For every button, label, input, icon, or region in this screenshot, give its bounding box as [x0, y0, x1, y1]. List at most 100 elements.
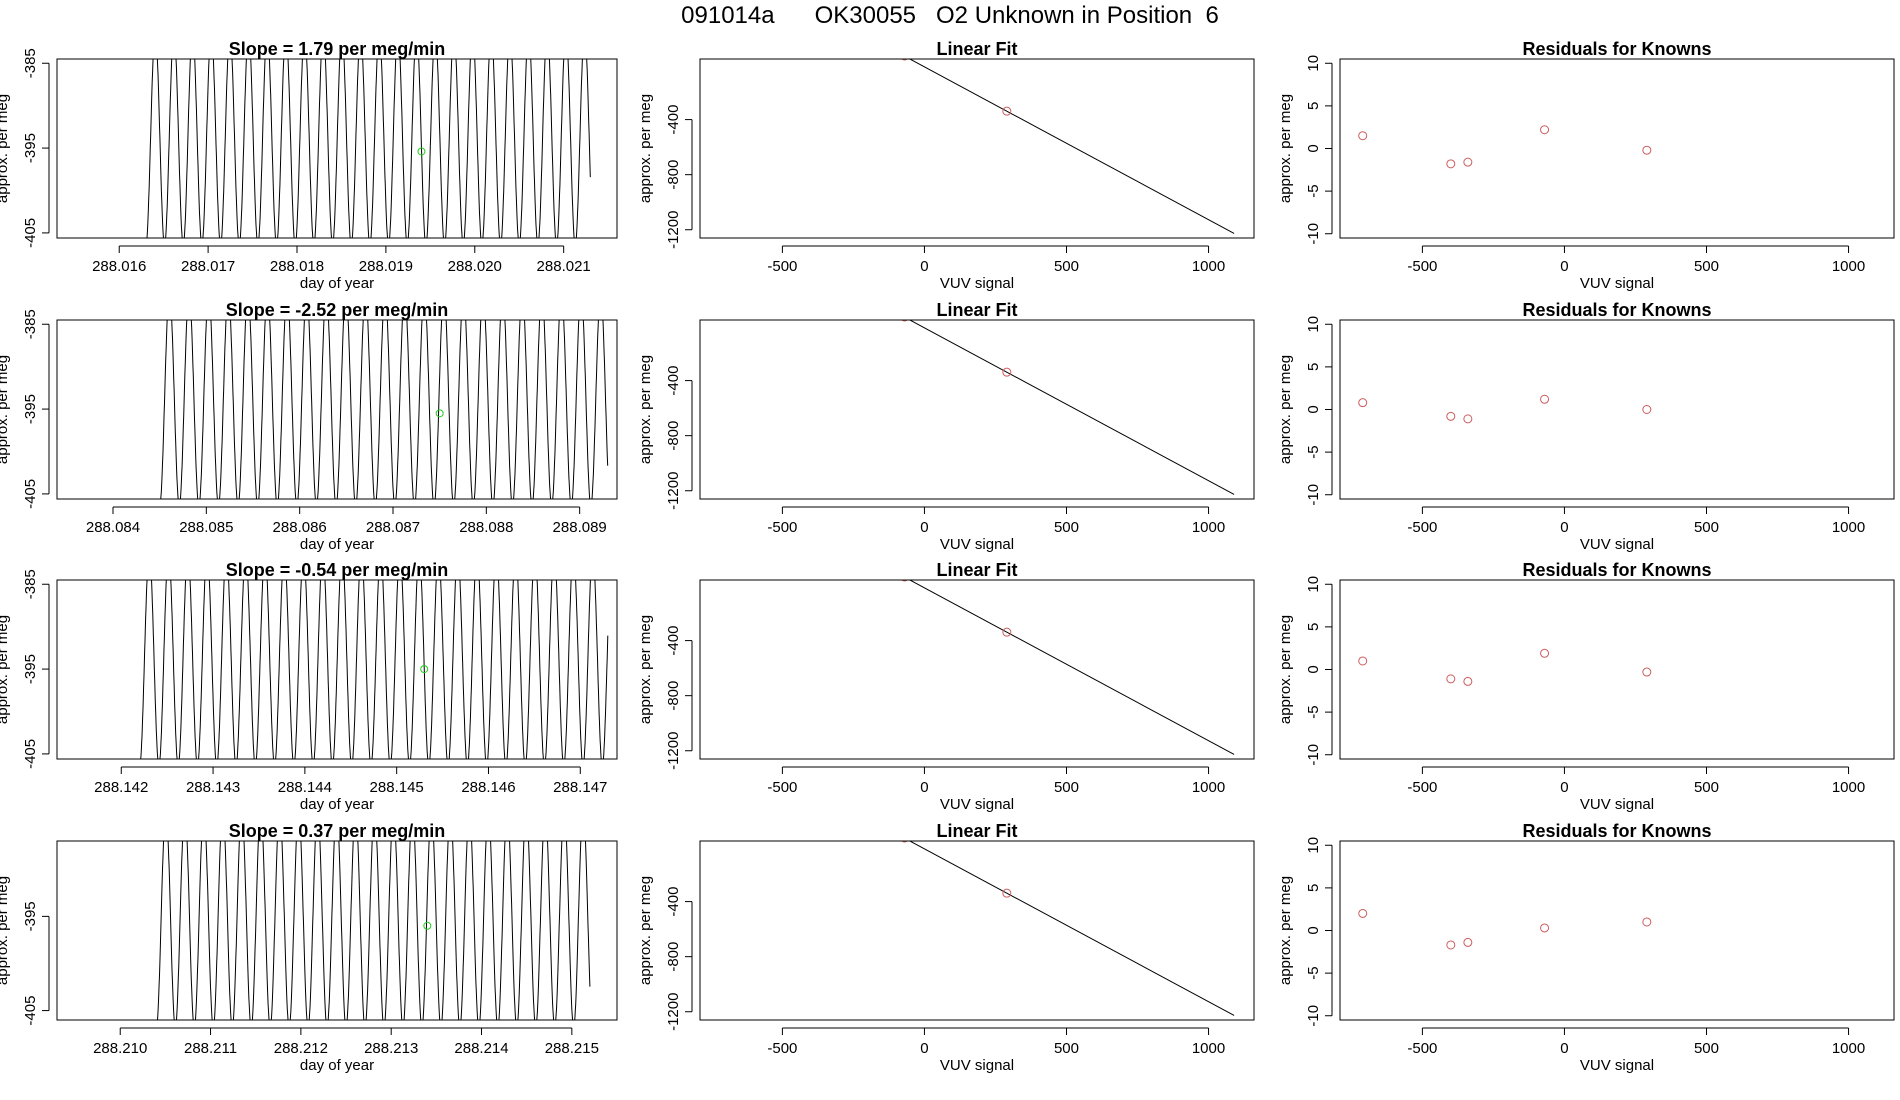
x-tick-label: 288.017: [181, 258, 235, 275]
fit-line: [908, 580, 1235, 755]
known-point: [824, 272, 832, 280]
x-tick-label: -500: [1407, 779, 1437, 796]
known-point: [1002, 106, 1012, 116]
residual-point: [1463, 157, 1473, 167]
x-tick-label: -500: [1407, 519, 1437, 536]
known-point: [719, 475, 727, 483]
y-tick-label: -800: [665, 160, 682, 190]
panel-trace-row3: Slope = -0.54 per meg/min 288.142 288.143 2…: [0, 560, 618, 813]
y-tick-label: 10: [1305, 576, 1322, 593]
y-tick-label: 5: [1305, 884, 1322, 892]
y-axis-label: approx. per meg: [637, 355, 654, 464]
x-tick-label: 288.211: [184, 1040, 237, 1057]
y-axis-label: approx. per meg: [637, 876, 654, 985]
panel-residuals-row4: Residuals for Knowns -500 0 500 1000 VUV sign…: [1277, 821, 1895, 1074]
residual-point: [1540, 394, 1550, 404]
x-tick-label: 288.143: [186, 779, 240, 796]
y-tick-label: -400: [665, 887, 682, 917]
x-tick-label: -500: [767, 519, 797, 536]
x-axis-label: VUV signal: [940, 796, 1014, 813]
x-axis-label: VUV signal: [940, 275, 1014, 292]
x-axis-label: VUV signal: [1580, 536, 1654, 553]
residual-point: [1358, 131, 1368, 141]
y-tick-label: -10: [1305, 1005, 1322, 1027]
panel-fit-row1: Linear Fit -500 0 500 1000 VUV signal -400 -800…: [637, 11, 1255, 292]
plot-area: [807, 261, 1235, 495]
y-tick-label: -10: [1305, 744, 1322, 766]
plot-area: [719, 475, 1235, 755]
residual-point: [1446, 411, 1456, 421]
residual-point: [1540, 125, 1550, 135]
x-tick-label: 1000: [1192, 258, 1225, 275]
panel-trace-row2: Slope = -2.52 per meg/min 288.084 288.085 2…: [0, 300, 618, 553]
plot-area: [1358, 648, 1652, 686]
residual-point: [1540, 648, 1550, 658]
plot-area: [156, 841, 591, 1020]
known-point: [824, 11, 832, 19]
y-tick-label: 10: [1305, 837, 1322, 854]
x-tick-label: 288.020: [448, 258, 502, 275]
x-tick-label: 500: [1694, 1040, 1719, 1057]
plot-area: [146, 59, 591, 238]
y-tick-label: -405: [22, 479, 39, 509]
x-tick-label: 0: [920, 519, 928, 536]
x-tick-label: 288.086: [273, 519, 327, 536]
plot-area: [1358, 394, 1652, 424]
panel-title: Residuals for Knowns: [1522, 39, 1711, 59]
y-axis-label: approx. per meg: [0, 615, 11, 724]
x-tick-label: 1000: [1832, 519, 1865, 536]
unknown-point: [864, 815, 872, 823]
panel-residuals-row1: Residuals for Knowns -500 0 500 1000 VUV sign…: [1277, 39, 1895, 292]
plot-area: [824, 11, 1235, 234]
panel-trace-row1: Slope = 1.79 per meg/min 288.016 288.017 28…: [0, 39, 618, 292]
plot-frame: [699, 319, 1255, 500]
x-tick-label: 288.016: [92, 258, 146, 275]
x-tick-label: 288.088: [459, 519, 513, 536]
x-tick-label: 0: [1560, 1040, 1568, 1057]
plot-frame: [1339, 58, 1895, 239]
panel-title: Linear Fit: [936, 300, 1017, 320]
x-tick-label: 288.215: [545, 1040, 599, 1057]
y-tick-label: -5: [1305, 184, 1322, 197]
y-tick-label: 5: [1305, 363, 1322, 371]
panel-title: Residuals for Knowns: [1522, 821, 1711, 841]
unknown-point: [864, 294, 872, 302]
x-tick-label: 1000: [1192, 1040, 1225, 1057]
x-tick-label: -500: [767, 779, 797, 796]
x-axis-label: day of year: [300, 796, 374, 813]
y-tick-label: -395: [22, 901, 39, 931]
x-tick-label: 1000: [1832, 1040, 1865, 1057]
x-tick-label: 0: [920, 1040, 928, 1057]
x-tick-label: 288.018: [270, 258, 324, 275]
x-axis-label: VUV signal: [1580, 275, 1654, 292]
known-point: [807, 261, 815, 269]
y-tick-label: -385: [22, 309, 39, 339]
x-tick-label: -500: [1407, 1040, 1437, 1057]
y-tick-label: -1200: [665, 993, 682, 1031]
x-axis-label: VUV signal: [1580, 1057, 1654, 1074]
y-axis-label: approx. per meg: [1277, 355, 1294, 464]
x-tick-label: 0: [1560, 519, 1568, 536]
y-tick-label: -405: [22, 996, 39, 1026]
y-tick-label: -400: [665, 105, 682, 135]
panel-residuals-row2: Residuals for Knowns -500 0 500 1000 VUV sign…: [1277, 300, 1895, 553]
x-tick-label: 288.214: [454, 1040, 508, 1057]
plot-frame: [699, 579, 1255, 760]
residual-point: [1642, 667, 1652, 677]
residual-point: [1358, 398, 1368, 408]
trace-line: [146, 59, 591, 238]
plot-frame: [56, 579, 618, 760]
x-tick-label: 1000: [1832, 779, 1865, 796]
plot-frame: [1339, 579, 1895, 760]
panel-residuals-row3: Residuals for Knowns -500 0 500 1000 VUV sign…: [1277, 560, 1895, 813]
trace-line: [156, 841, 591, 1020]
x-tick-label: 1000: [1192, 519, 1225, 536]
x-tick-label: 288.212: [274, 1040, 328, 1057]
plot-frame: [699, 840, 1255, 1021]
panel-fit-row4: Linear Fit -500 0 500 1000 VUV signal -400 -800…: [637, 815, 1255, 1074]
x-tick-label: 1000: [1832, 258, 1865, 275]
unknown-point: [417, 147, 426, 156]
x-tick-label: 500: [1054, 779, 1079, 796]
x-tick-label: -500: [1407, 258, 1437, 275]
y-tick-label: -1200: [665, 472, 682, 510]
